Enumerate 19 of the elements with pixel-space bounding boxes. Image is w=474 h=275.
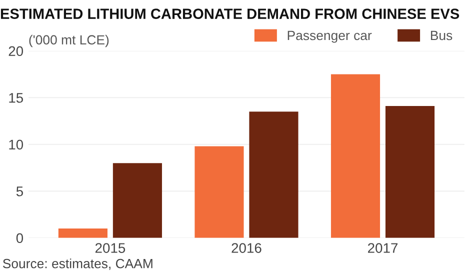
x-tick-label: 2016 — [232, 243, 262, 253]
x-tick-label: 2017 — [368, 243, 398, 253]
legend-label: Bus — [430, 30, 452, 40]
y-tick-label: 15 — [9, 93, 23, 103]
y-tick-label: 5 — [16, 186, 23, 196]
y-axis-title: ('000 mt LCE) — [29, 34, 109, 48]
bar — [58, 228, 108, 238]
bar — [385, 106, 435, 238]
bar — [249, 112, 298, 238]
y-tick-label: 20 — [8, 46, 24, 56]
bar — [112, 163, 162, 238]
x-tick-label: 2015 — [95, 243, 126, 253]
y-tick-label: 0 — [16, 233, 24, 244]
bar — [194, 146, 244, 238]
chart-title: ESTIMATED LITHIUM CARBONATE DEMAND FROM CHINESE EVS — [0, 8, 460, 19]
source-note: Source: estimates, CAAM — [2, 258, 152, 270]
bar — [330, 74, 380, 238]
y-tick-label: 10 — [9, 140, 24, 150]
legend-label: Passenger car — [288, 30, 372, 43]
